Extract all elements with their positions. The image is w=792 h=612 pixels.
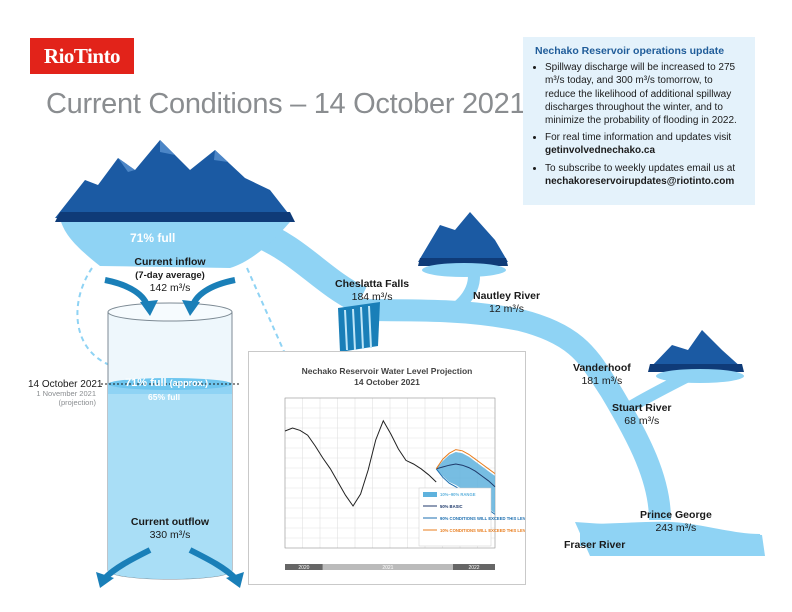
fraser-label: Fraser River [564,539,626,551]
projection-label: 1 November 2021 (projection) [36,389,96,407]
info-bullet-2: For real time information and updates vi… [545,131,745,157]
mountain-nautley [418,212,508,262]
mountain-main [55,140,295,222]
reservoir-tank [101,302,240,580]
year-label: 2020 [298,565,309,571]
mountain-stuart [650,330,742,368]
legend-label: 90% CONDITIONS WILL EXCEED THIS LEVEL [440,516,525,521]
year-band [453,564,495,570]
legend-label: 10% CONDITIONS WILL EXCEED THIS LEVEL [440,528,525,533]
year-band [322,564,453,570]
chart-svg: Nechako Reservoir Water Level Projection… [284,366,531,571]
prince-george-label: Prince George 243 m³/s [640,509,712,534]
chart-title: Nechako Reservoir Water Level Projection [302,366,473,376]
reservoir-lake [60,209,290,268]
outflow-arrow-left [102,547,152,581]
projection-full-label: 65% full [148,392,181,402]
info-heading: Nechako Reservoir operations update [535,45,725,57]
date-label: 14 October 2021 [28,379,103,390]
nechako-river-lower [344,299,671,521]
chart-legend: 10%~90% RANGE 50% BASIC 90% CONDITIONS WIL… [418,487,531,547]
vanderhoof-label: Vanderhoof 181 m³/s [573,362,631,387]
legend-box [418,487,492,547]
inflow-label: Current inflow (7-day average) 142 m³/s [134,256,206,294]
cheslatta-label: Cheslatta Falls 184 m³/s [335,278,410,303]
legend-label: 50% BASIC [440,504,463,509]
page-title: Current Conditions – 14 October 2021 [46,88,526,120]
water-level-chart: Nechako Reservoir Water Level Projection… [248,351,531,585]
series-line-3 [435,449,496,475]
info-bullet-3: To subscribe to weekly updates email us … [545,162,745,188]
lake-full-label: 71% full [130,231,176,245]
legend-swatch [423,492,437,497]
outflow-arrow-right [188,547,238,581]
year-band [285,564,323,570]
year-label: 2022 [468,565,479,571]
cheslatta-falls [338,302,380,352]
stuart-label: Stuart River 68 m³/s [612,402,672,427]
series-line-historical [284,419,437,507]
year-label: 2021 [382,565,393,571]
series-line-1 [436,463,496,488]
website-link[interactable]: getinvolvednechako.ca [545,145,656,157]
info-panel: Nechako Reservoir operations update Spil… [523,37,755,205]
outflow-label: Current outflow 330 m³/s [130,516,210,541]
legend-label: 10%~90% RANGE [440,492,476,497]
email-link[interactable]: nechakoreservoirupdates@riotinto.com [545,175,735,187]
info-bullet-1: Spillway discharge will be increased to … [545,61,745,127]
tank-full-label: 71% full (approx.) [125,377,209,389]
nautley-label: Nautley River 12 m³/s [473,290,541,315]
riotinto-logo: RioTinto [30,38,134,74]
chart-subtitle: 14 October 2021 [354,377,420,387]
